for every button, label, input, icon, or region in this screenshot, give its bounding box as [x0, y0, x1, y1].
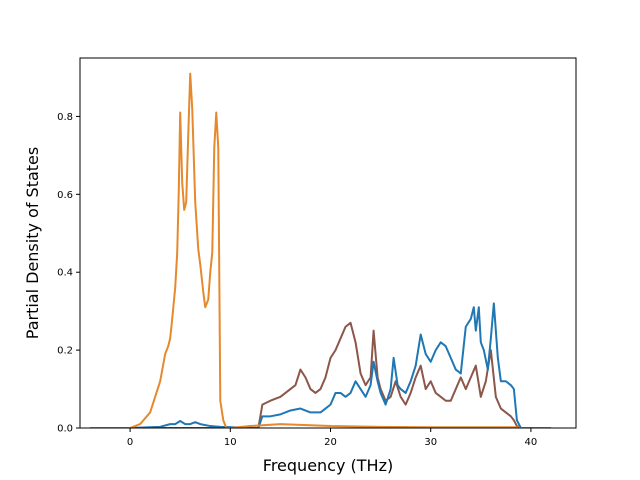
y-axis-label: Partial Density of States — [23, 147, 42, 339]
y-tick-label: 0.4 — [57, 268, 73, 279]
y-axis-ticks: 0.0 0.2 0.4 0.6 0.8 — [57, 112, 80, 435]
x-axis-ticks: 0 10 20 30 40 — [127, 428, 537, 448]
x-tick-label: 0 — [127, 437, 133, 448]
x-tick-label: 20 — [324, 437, 337, 448]
x-tick-label: 40 — [525, 437, 538, 448]
series-line-3 — [90, 72, 551, 428]
series-line-1 — [90, 321, 551, 428]
y-tick-label: 0.6 — [57, 190, 73, 201]
y-tick-label: 0.0 — [57, 424, 73, 435]
y-tick-label: 0.2 — [57, 346, 73, 357]
series-layer — [90, 72, 551, 428]
plot-frame — [79, 57, 577, 429]
x-axis-label: Frequency (THz) — [263, 456, 393, 475]
x-tick-label: 30 — [424, 437, 437, 448]
x-tick-label: 10 — [224, 437, 237, 448]
y-tick-label: 0.8 — [57, 112, 73, 123]
